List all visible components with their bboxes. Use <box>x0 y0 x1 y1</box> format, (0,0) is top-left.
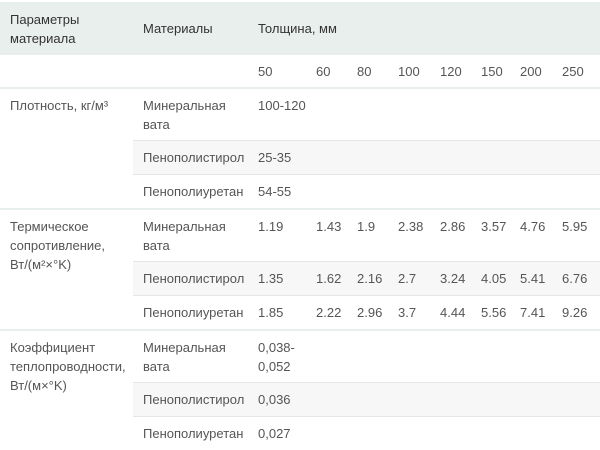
cell: 0,038-0,052 <box>248 330 600 383</box>
cell-value: 1.35 <box>248 262 306 296</box>
thickness-value: 150 <box>471 55 510 88</box>
material-label: Пенополиуретан <box>133 417 248 450</box>
cell-value: 54-55 <box>248 175 600 210</box>
material-label: Минеральная вата <box>133 330 248 383</box>
cell-value: 3.57 <box>471 209 510 262</box>
cell-value: 4.05 <box>471 262 510 296</box>
cell-value: 2.38 <box>388 209 430 262</box>
cell-value: 4.76 <box>510 209 552 262</box>
material-label: Минеральная вата <box>133 88 248 141</box>
cell-value: 100-120 <box>248 88 600 141</box>
cell-value: 1.85 <box>248 296 306 331</box>
material-label: Пенополиуретан <box>133 175 248 210</box>
thickness-value: 50 <box>248 55 306 88</box>
cell-value: 2.22 <box>306 296 347 331</box>
cell-value: 1.62 <box>306 262 347 296</box>
header-materials: Материалы <box>133 2 248 55</box>
cell-value: 3.7 <box>388 296 430 331</box>
cell-value: 1.9 <box>347 209 388 262</box>
cell-value: 25-35 <box>248 141 600 175</box>
material-label: Минеральная вата <box>133 209 248 262</box>
cell-value: 1.19 <box>248 209 306 262</box>
table-row: Термическое сопротивление, Вт/(м²×°K)Мин… <box>0 209 600 262</box>
cell-value: 9.26 <box>552 296 600 331</box>
cell-value: 3.24 <box>430 262 471 296</box>
cell-value: 2.7 <box>388 262 430 296</box>
thickness-value: 100 <box>388 55 430 88</box>
cell-value: 0,027 <box>248 417 600 450</box>
param-label: Коэффициент теплопроводности, Вт/(м×°K) <box>0 330 133 450</box>
thickness-value: 120 <box>430 55 471 88</box>
material-label: Пенополистирол <box>133 383 248 417</box>
cell-value: 2.86 <box>430 209 471 262</box>
material-label: Пенополиуретан <box>133 296 248 331</box>
cell-value: 0,038-0,052 <box>258 338 310 376</box>
cell-value: 5.95 <box>552 209 600 262</box>
cell-value: 7.41 <box>510 296 552 331</box>
thickness-value: 60 <box>306 55 347 88</box>
cell-value: 6.76 <box>552 262 600 296</box>
table-row: Коэффициент теплопроводности, Вт/(м×°K)М… <box>0 330 600 383</box>
cell-value: 2.16 <box>347 262 388 296</box>
cell-value: 4.44 <box>430 296 471 331</box>
table-header-row: Параметры материала Материалы Толщина, м… <box>0 2 600 55</box>
material-label: Пенополистирол <box>133 262 248 296</box>
thickness-value: 200 <box>510 55 552 88</box>
material-label: Пенополистирол <box>133 141 248 175</box>
thickness-value: 250 <box>552 55 600 88</box>
param-label: Термическое сопротивление, Вт/(м²×°K) <box>0 209 133 330</box>
param-label: Плотность, кг/м³ <box>0 88 133 209</box>
cell-value: 0,036 <box>248 383 600 417</box>
cell-value: 5.41 <box>510 262 552 296</box>
thickness-value: 80 <box>347 55 388 88</box>
cell-value: 2.96 <box>347 296 388 331</box>
header-thickness: Толщина, мм <box>248 2 600 55</box>
header-param: Параметры материала <box>0 2 133 55</box>
cell-value: 1.43 <box>306 209 347 262</box>
cell-value: 5.56 <box>471 296 510 331</box>
